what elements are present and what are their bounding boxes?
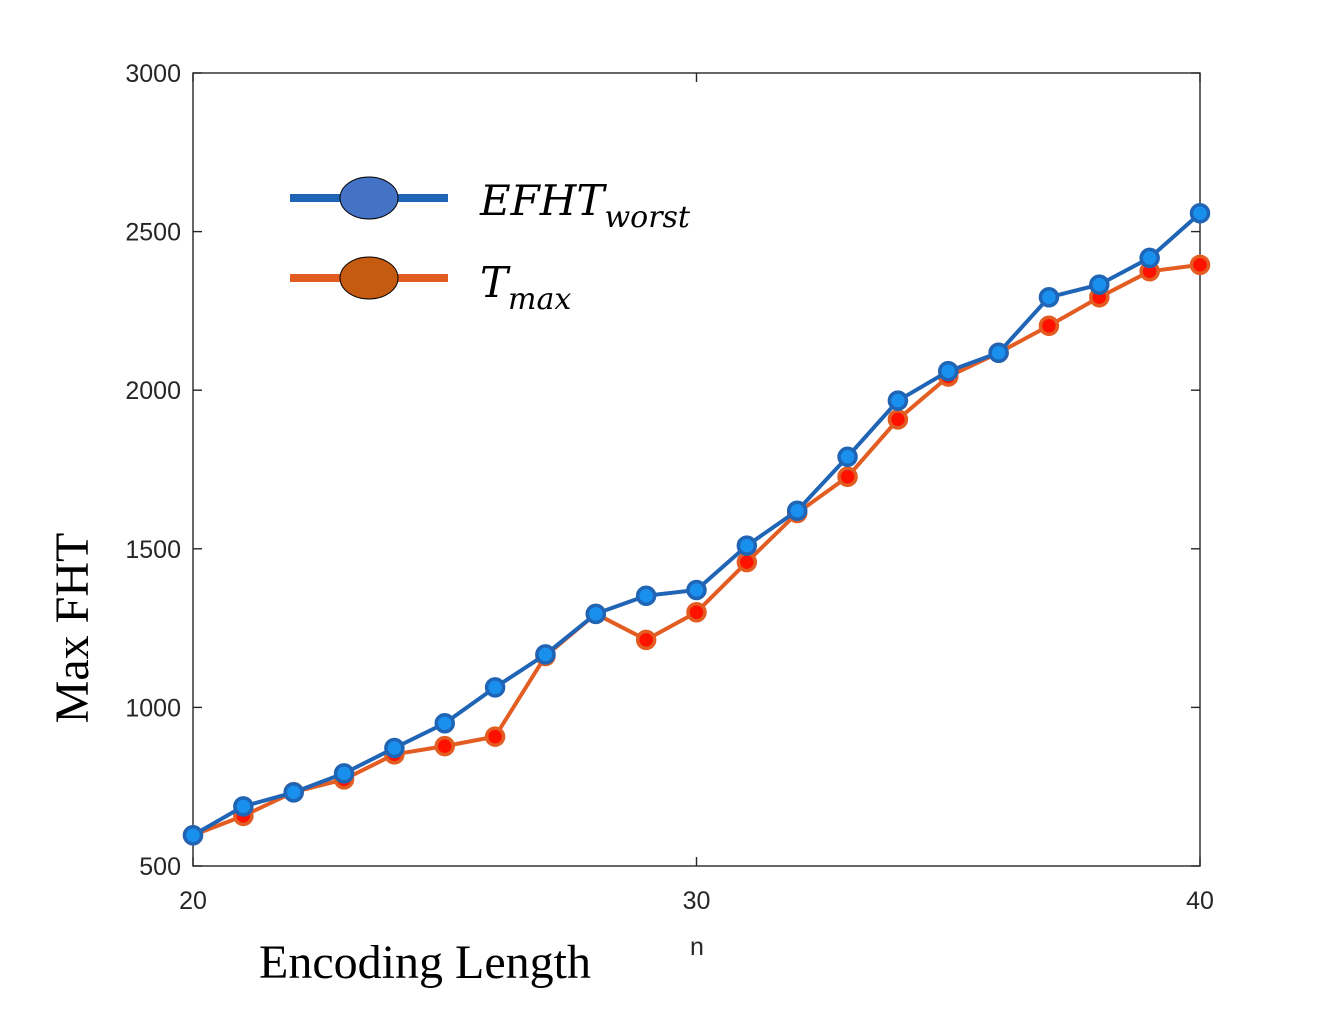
data-point: [887, 409, 909, 430]
data-point: [434, 735, 455, 757]
legend-marker-tmax: [339, 256, 399, 300]
data-point: [635, 629, 657, 651]
data-point: [1189, 254, 1211, 276]
data-point: [1139, 247, 1160, 269]
data-point: [635, 585, 657, 606]
data-point: [736, 551, 758, 573]
data-point: [837, 446, 858, 468]
y-tick-label: 3000: [125, 60, 181, 88]
y-tick-label: 2500: [125, 219, 181, 247]
data-point: [988, 342, 1009, 364]
x-axis-title: Encoding Length: [259, 936, 591, 989]
x-axis-name: n: [690, 933, 704, 961]
legend-label-efht: EFHTworst: [479, 176, 691, 235]
legend-label-tmax: Tmax: [480, 258, 571, 317]
data-point: [837, 466, 858, 488]
data-point: [384, 737, 405, 759]
y-axis-title: Max FHT: [46, 533, 99, 724]
data-point: [283, 782, 304, 803]
data-point: [535, 644, 556, 665]
legend: EFHTworst Tmax: [290, 176, 691, 317]
data-point: [333, 763, 355, 784]
data-point: [736, 535, 758, 556]
data-point: [182, 824, 204, 846]
y-tick-label: 2000: [125, 377, 181, 405]
data-point: [887, 390, 909, 411]
data-point: [686, 601, 707, 623]
data-point: [484, 726, 506, 747]
data-point: [1038, 315, 1060, 337]
x-tick-label: 40: [1186, 887, 1214, 915]
x-tick-label: 30: [683, 887, 711, 915]
y-tick-label: 1000: [125, 694, 181, 722]
data-point: [938, 360, 959, 382]
data-point: [1189, 202, 1211, 224]
tick-labels: 500 1000 1500 2000 2500 3000 20 30 40: [125, 60, 1214, 915]
data-point: [1089, 274, 1110, 295]
data-point: [585, 603, 607, 625]
y-tick-label: 1500: [125, 536, 181, 564]
data-point: [1038, 287, 1060, 308]
data-point: [484, 677, 506, 698]
y-tick-label: 500: [139, 853, 181, 881]
data-point: [434, 713, 455, 734]
series-layer: [182, 202, 1211, 846]
data-point: [786, 500, 808, 521]
data-point: [233, 796, 254, 817]
x-tick-label: 20: [179, 887, 207, 915]
data-point: [686, 579, 707, 601]
series-efht-worst: [182, 202, 1211, 846]
axis-ticks: [192, 72, 1201, 867]
legend-marker-efht: [339, 176, 399, 220]
